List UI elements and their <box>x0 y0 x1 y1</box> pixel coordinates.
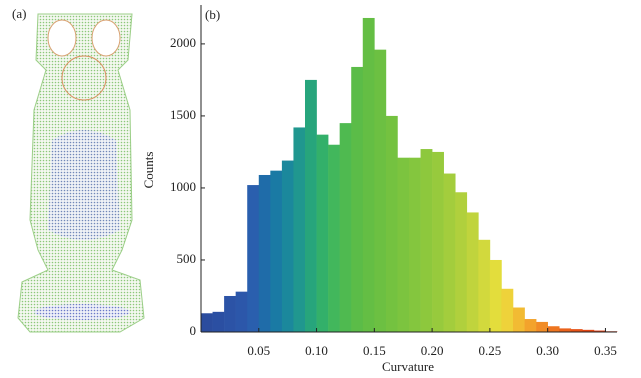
panel-label: (a) <box>12 6 26 21</box>
y-tick-label: 0 <box>190 323 197 338</box>
bar <box>374 50 386 332</box>
bar <box>340 123 352 332</box>
bar <box>559 328 571 332</box>
bar <box>432 152 444 332</box>
bar <box>328 145 340 332</box>
x-axis-label: Curvature <box>382 359 434 374</box>
bar <box>351 67 363 332</box>
bar <box>386 116 398 332</box>
bar <box>397 158 409 332</box>
bar <box>213 312 225 332</box>
bar <box>513 308 525 332</box>
bar <box>444 174 456 332</box>
x-tick-label: 0.20 <box>421 343 444 358</box>
bar <box>201 313 213 332</box>
bar <box>282 161 294 332</box>
x-tick-label: 0.05 <box>247 343 270 358</box>
x-tick-label: 0.15 <box>363 343 386 358</box>
bar <box>501 289 513 332</box>
y-tick-label: 500 <box>177 251 197 266</box>
panel-label: (b) <box>205 7 220 22</box>
bar <box>490 260 502 332</box>
bar <box>478 240 490 332</box>
bar <box>293 127 305 332</box>
bar <box>363 18 375 332</box>
x-tick-label: 0.25 <box>479 343 502 358</box>
bar <box>455 192 467 332</box>
bar <box>247 185 259 332</box>
bar <box>259 175 271 332</box>
bar <box>525 319 537 332</box>
y-tick-label: 1500 <box>170 107 196 122</box>
bar <box>548 326 560 332</box>
y-tick-label: 2000 <box>170 35 196 50</box>
x-tick-label: 0.10 <box>305 343 328 358</box>
bar <box>536 322 548 332</box>
point-cloud-image <box>18 14 144 332</box>
bar <box>467 212 479 332</box>
bar <box>317 135 329 332</box>
x-tick-label: 0.30 <box>536 343 559 358</box>
y-tick-label: 1000 <box>170 179 196 194</box>
y-axis-label: Counts <box>141 152 156 189</box>
bar <box>305 80 317 332</box>
bar <box>409 158 421 332</box>
bar <box>224 296 236 332</box>
x-tick-label: 0.35 <box>594 343 617 358</box>
bar <box>236 292 248 332</box>
figure: (a) (b) Curvature Counts 0 500 1000 1500 200… <box>0 0 641 378</box>
bar <box>421 149 433 332</box>
bar <box>270 171 282 332</box>
